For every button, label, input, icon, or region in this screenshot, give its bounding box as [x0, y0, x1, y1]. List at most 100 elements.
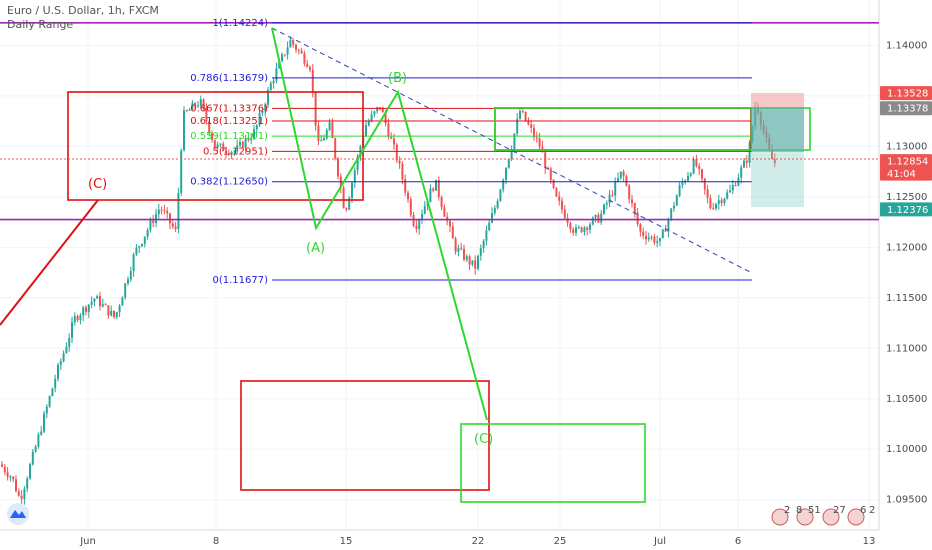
candle-body [264, 104, 267, 111]
candle-body [222, 143, 225, 152]
price-tag-label: 1.12854 [887, 157, 928, 168]
candle-body [85, 307, 87, 312]
candle-body [463, 248, 465, 260]
candle-body [404, 179, 407, 193]
candle-body [583, 227, 586, 232]
candle-body [295, 44, 297, 50]
candle-body [191, 103, 194, 110]
event-flag-icon[interactable]: 2 [771, 505, 790, 526]
candle-body [519, 111, 521, 119]
price-axis[interactable]: 1.140001.135001.130001.125001.120001.115… [886, 40, 927, 505]
price-tick-label: 1.12000 [886, 242, 927, 253]
candle-body [628, 185, 631, 200]
fib-level-label: 0.667(1.13376) [190, 103, 268, 114]
candle-body [230, 152, 233, 155]
candle-body [65, 346, 68, 354]
price-tick-label: 1.11500 [886, 293, 927, 304]
price-tag [880, 166, 932, 181]
candle-body [477, 255, 479, 269]
candle-body [110, 310, 113, 316]
candle-body [502, 179, 505, 190]
candle-body [337, 158, 339, 177]
event-count: 8 [796, 505, 802, 516]
indicator-name: Daily Range [7, 18, 73, 31]
candle-body [107, 305, 110, 316]
price-tick-label: 1.14000 [886, 40, 927, 51]
candle-body [491, 213, 493, 223]
candle-body [143, 236, 146, 244]
candle-body [454, 238, 457, 252]
grid [0, 0, 879, 530]
candle-body [619, 171, 622, 179]
event-flag-icon[interactable]: 6 2 [847, 505, 875, 526]
candle-body [174, 226, 177, 230]
candle-body [323, 138, 325, 141]
candle-body [734, 185, 737, 187]
candle-body [675, 195, 678, 206]
candle-body [720, 200, 723, 204]
candle-body [62, 353, 65, 362]
candle-body [124, 283, 127, 298]
candle-body [432, 188, 435, 191]
candle-body [356, 156, 359, 171]
candle-body [611, 194, 614, 196]
candle-body [771, 150, 773, 160]
candle-body [275, 68, 278, 81]
candle-body [505, 167, 507, 180]
candle-body [538, 138, 541, 147]
candle-body [45, 406, 48, 414]
candle-body [513, 133, 516, 150]
candle-body [211, 133, 213, 140]
price-tick-label: 1.10500 [886, 394, 927, 405]
fib-level-label: 0(1.11677) [212, 275, 268, 286]
price-tick-label: 1.10000 [886, 444, 927, 455]
economic-events[interactable]: 2 8 51 27 6 2 [771, 505, 875, 526]
event-flag-icon[interactable]: 8 51 [796, 505, 821, 526]
event-flag-icon[interactable]: 27 [822, 505, 846, 526]
candle-body [667, 219, 670, 232]
candle-body [566, 218, 569, 223]
time-tick-label: 6 [735, 536, 741, 547]
candle-body [670, 208, 673, 220]
candle-body [68, 337, 71, 347]
green-wave-line [271, 27, 488, 421]
candle-body [118, 305, 121, 313]
candle-body [367, 121, 370, 126]
candle-body [412, 215, 415, 226]
price-tag-label: 1.13528 [887, 89, 928, 100]
candle-body [281, 54, 283, 61]
candle-body [9, 476, 12, 478]
candle-body [169, 213, 171, 224]
candle-body [152, 220, 155, 224]
candle-body [376, 107, 379, 112]
candle-body [580, 227, 583, 232]
tradingview-logo-icon[interactable] [7, 503, 29, 525]
candle-body [37, 434, 40, 447]
fib-level-label: 0.382(1.12650) [190, 177, 268, 188]
candle-body [87, 304, 90, 312]
candle-body [353, 170, 356, 183]
candle-body [163, 210, 166, 212]
price-tag [880, 101, 932, 116]
candle-body [552, 179, 555, 188]
candle-body [199, 99, 202, 106]
candle-body [320, 140, 323, 142]
drawings [0, 27, 879, 503]
event-count: 2 [869, 505, 875, 516]
candle-body [608, 194, 611, 203]
candle-body [743, 160, 745, 168]
candle-body [258, 112, 261, 126]
candle-body [485, 230, 488, 241]
candle-body [681, 182, 684, 186]
wave-label-c-red: (C) [88, 177, 107, 192]
red-zone-bottom [240, 380, 490, 491]
time-axis[interactable]: Jun 8 15 22 25 Jul 6 13 [79, 536, 875, 547]
candle-body [533, 127, 535, 138]
candle-body [726, 192, 729, 199]
candle-body [12, 476, 15, 480]
candle-body [499, 189, 502, 201]
candle-body [603, 204, 605, 214]
candle-body [138, 246, 141, 248]
candle-body [334, 138, 337, 159]
